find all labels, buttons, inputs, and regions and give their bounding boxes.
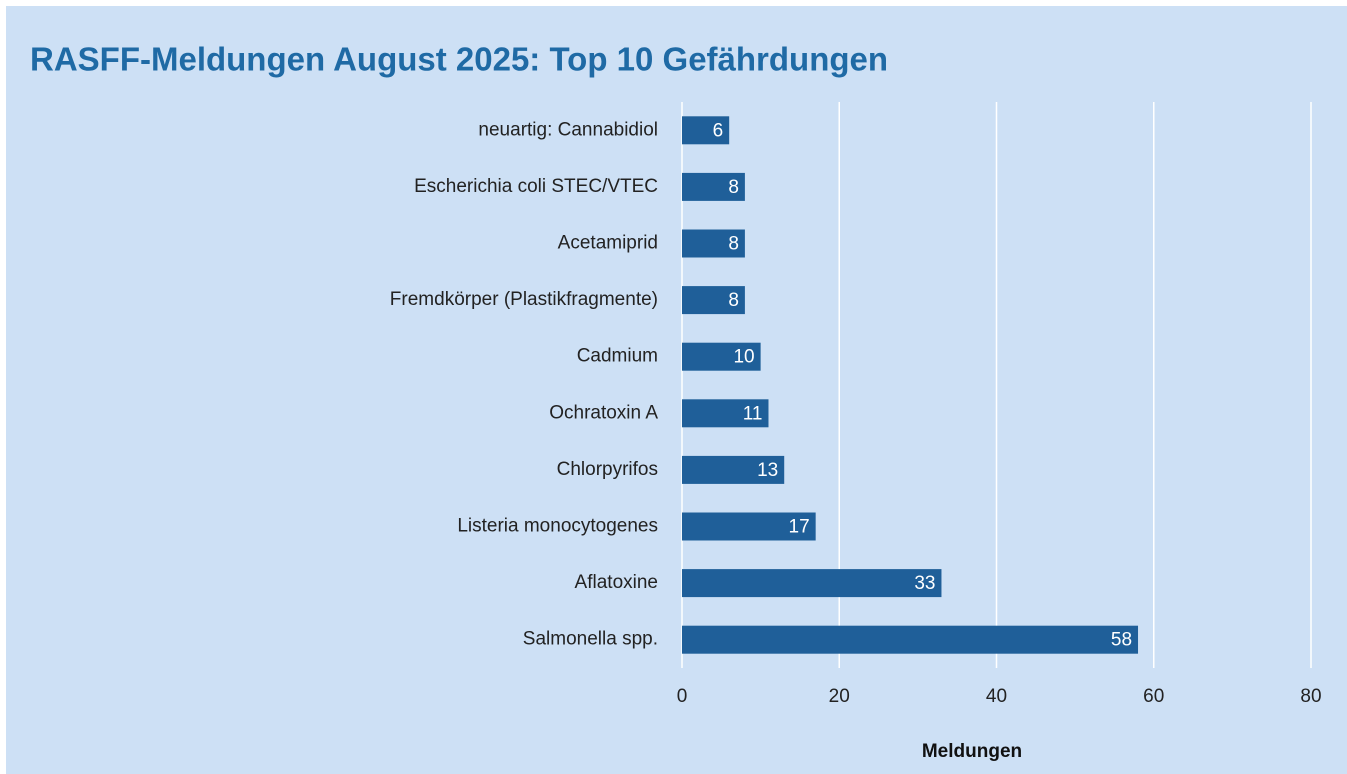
y-tick-label: Cadmium bbox=[577, 346, 658, 367]
y-tick-label: Chlorpyrifos bbox=[557, 459, 658, 480]
y-tick-label: Aflatoxine bbox=[575, 572, 658, 593]
x-tick-label: 20 bbox=[829, 686, 850, 707]
bar bbox=[682, 286, 745, 315]
value-label: 8 bbox=[728, 290, 739, 311]
y-tick-label: neuartig: Cannabidiol bbox=[478, 119, 658, 140]
value-label: 13 bbox=[757, 460, 778, 481]
y-tick-label: Salmonella spp. bbox=[523, 629, 658, 650]
bar bbox=[682, 569, 942, 598]
value-label: 11 bbox=[743, 403, 763, 424]
value-label: 17 bbox=[789, 517, 810, 538]
y-tick-label: Fremdkörper (Plastikfragmente) bbox=[390, 289, 658, 310]
value-label: 8 bbox=[728, 177, 739, 198]
x-tick-label: 0 bbox=[677, 686, 688, 707]
value-label: 10 bbox=[733, 347, 754, 368]
value-label: 6 bbox=[713, 120, 724, 141]
y-tick-label: Escherichia coli STEC/VTEC bbox=[414, 176, 658, 197]
bar bbox=[682, 625, 1139, 654]
x-tick-label: 60 bbox=[1143, 686, 1164, 707]
y-tick-label: Ochratoxin A bbox=[549, 402, 658, 423]
bar bbox=[682, 229, 745, 258]
bar bbox=[682, 399, 769, 428]
bar bbox=[682, 172, 745, 201]
background bbox=[6, 6, 1347, 774]
chart-title: RASFF-Meldungen August 2025: Top 10 Gefä… bbox=[30, 41, 888, 78]
bar bbox=[682, 455, 785, 484]
x-tick-label: 40 bbox=[986, 686, 1007, 707]
value-label: 33 bbox=[914, 573, 935, 594]
bar bbox=[682, 116, 730, 145]
value-label: 8 bbox=[728, 234, 739, 255]
value-label: 58 bbox=[1111, 630, 1132, 651]
y-tick-label: Listeria monocytogenes bbox=[457, 516, 658, 537]
bar bbox=[682, 512, 816, 541]
y-tick-label: Acetamiprid bbox=[558, 233, 658, 254]
bar bbox=[682, 342, 761, 371]
x-axis-label: Meldungen bbox=[922, 741, 1022, 762]
x-tick-label: 80 bbox=[1300, 686, 1321, 707]
